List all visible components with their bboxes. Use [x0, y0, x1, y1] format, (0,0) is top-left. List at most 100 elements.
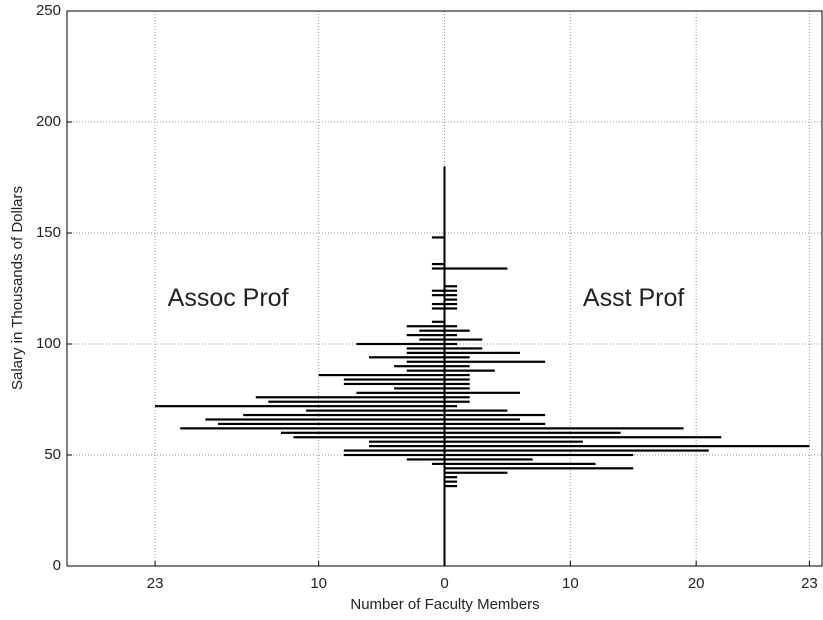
bar — [343, 449, 445, 452]
bar — [406, 347, 445, 350]
bar — [406, 369, 445, 372]
bar — [369, 356, 445, 359]
bar — [444, 422, 546, 426]
bar — [444, 360, 546, 363]
bar — [419, 338, 445, 341]
bar — [444, 307, 458, 310]
x-tick-label: 10 — [562, 575, 579, 592]
bar — [293, 436, 445, 439]
bar — [356, 391, 445, 394]
bar — [394, 365, 445, 368]
bar — [218, 422, 445, 426]
bar — [444, 409, 508, 412]
bar — [444, 387, 470, 390]
x-tick-label: 20 — [688, 575, 705, 592]
bar — [268, 400, 445, 403]
bar — [318, 373, 445, 377]
bar — [444, 382, 470, 386]
x-tick-label: 0 — [440, 575, 448, 592]
bar — [444, 449, 709, 452]
bar — [444, 476, 458, 479]
bar — [180, 427, 445, 430]
bar — [419, 329, 445, 332]
bar — [444, 369, 495, 372]
bar — [243, 413, 445, 417]
bar — [444, 462, 596, 465]
bar — [444, 427, 684, 430]
bar — [280, 431, 445, 434]
bar — [356, 342, 445, 346]
bar — [343, 453, 445, 457]
bar — [431, 307, 445, 310]
bar — [444, 285, 458, 288]
bar — [444, 325, 458, 328]
bar — [444, 405, 458, 408]
bar — [444, 467, 634, 470]
bar — [444, 342, 458, 346]
bar — [444, 431, 621, 434]
bar — [431, 294, 445, 297]
y-tick-label: 250 — [36, 2, 61, 19]
x-tick-label: 23 — [801, 575, 818, 592]
bar — [444, 267, 508, 270]
y-tick-label: 150 — [36, 224, 61, 241]
bar — [444, 347, 483, 350]
bar — [431, 289, 445, 292]
bar — [444, 338, 483, 341]
bar — [431, 236, 445, 239]
bar — [444, 294, 458, 297]
bar — [431, 462, 445, 465]
bar — [444, 378, 470, 381]
bar — [406, 334, 445, 337]
bar — [444, 436, 722, 439]
y-tick-label: 50 — [44, 446, 61, 463]
bar — [306, 409, 445, 412]
y-tick-label: 200 — [36, 113, 61, 130]
x-tick-label: 23 — [147, 575, 164, 592]
bar — [444, 356, 470, 359]
bar — [431, 262, 445, 266]
bar — [444, 298, 458, 301]
bar — [343, 378, 445, 381]
bar — [406, 325, 445, 328]
bar — [444, 365, 470, 368]
bar — [444, 471, 508, 474]
bar — [444, 445, 810, 448]
bar — [444, 329, 470, 332]
bar — [431, 267, 445, 270]
bar — [369, 445, 445, 448]
y-tick-label: 0 — [53, 557, 61, 574]
bar — [406, 360, 445, 363]
bar — [205, 418, 445, 421]
bar — [444, 480, 458, 483]
bar — [369, 440, 445, 443]
bar — [255, 396, 445, 399]
bar — [444, 396, 470, 399]
bar — [431, 302, 445, 306]
bar — [406, 458, 445, 461]
bar — [444, 302, 458, 306]
bar — [444, 458, 533, 461]
y-tick-label: 100 — [36, 335, 61, 352]
bar — [444, 440, 583, 443]
bar — [343, 382, 445, 386]
x-tick-label: 10 — [310, 575, 327, 592]
bar — [444, 484, 458, 488]
bar — [444, 418, 520, 421]
bar — [444, 373, 470, 377]
x-axis-title: Number of Faculty Members — [350, 596, 539, 613]
bar — [444, 351, 520, 354]
bar — [431, 320, 445, 323]
bar — [394, 387, 445, 390]
y-axis-title: Salary in Thousands of Dollars — [9, 186, 26, 390]
bar — [444, 289, 458, 292]
bar — [444, 391, 520, 394]
bar — [155, 405, 445, 408]
bar — [406, 351, 445, 354]
bar — [444, 334, 458, 337]
series-label: Asst Prof — [583, 284, 684, 312]
bar — [444, 453, 634, 457]
series-label: Assoc Prof — [168, 284, 289, 312]
